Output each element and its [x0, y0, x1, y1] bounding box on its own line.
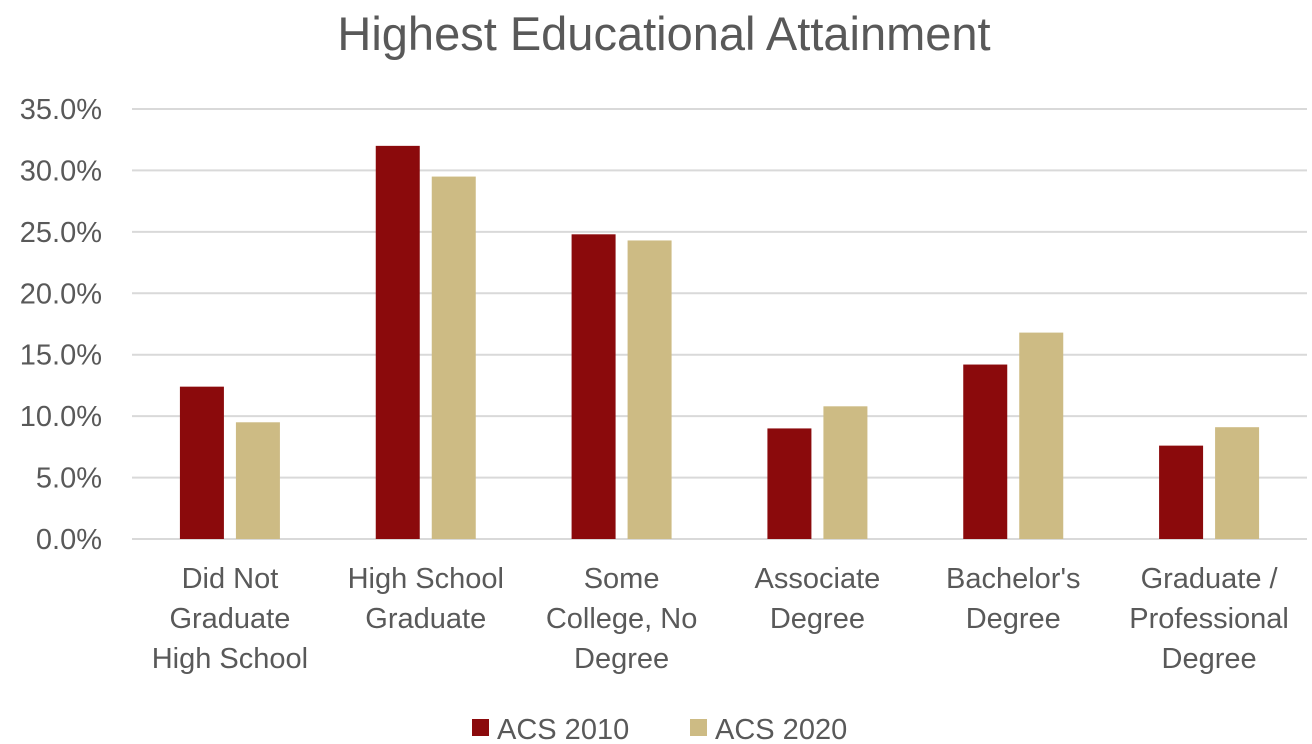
y-tick-label: 20.0% [20, 278, 102, 310]
x-category-label: Did Not Graduate High School [152, 563, 308, 675]
y-tick-label: 15.0% [20, 340, 102, 372]
x-axis-categories: Did Not Graduate High School High School Gra… [152, 563, 1289, 675]
y-tick-label: 5.0% [36, 463, 102, 495]
legend-label: ACS 2020 [715, 714, 847, 744]
legend-label: ACS 2010 [497, 714, 629, 744]
bar-acs-2010 [179, 386, 224, 539]
y-tick-label: 10.0% [20, 401, 102, 433]
y-tick-label: 0.0% [36, 524, 102, 556]
bar-acs-2010 [963, 364, 1008, 539]
bar-acs-2020 [823, 406, 868, 539]
chart-title: Highest Educational Attainment [337, 7, 990, 60]
x-category-label: Associate Degree [755, 563, 881, 635]
x-category-label: High School Graduate [348, 563, 504, 635]
y-tick-label: 30.0% [20, 155, 102, 187]
bar-acs-2020 [1215, 427, 1260, 539]
bar-acs-2020 [1019, 332, 1064, 539]
gridlines [132, 108, 1307, 540]
legend-swatch [690, 719, 707, 736]
bar-acs-2010 [571, 234, 616, 540]
legend: ACS 2010 ACS 2020 [472, 714, 847, 744]
bar-acs-2020 [627, 240, 672, 539]
x-category-label: Bachelor's Degree [946, 563, 1081, 635]
y-axis-ticks: 0.0% 5.0% 10.0% 15.0% 20.0% 25.0% 30.0% 35.0% [20, 94, 102, 556]
bars [179, 145, 1260, 540]
bar-acs-2010 [767, 428, 812, 539]
bar-acs-2020 [431, 176, 476, 540]
bar-acs-2010 [375, 145, 420, 539]
x-category-label: Some College, No Degree [546, 563, 698, 675]
y-tick-label: 35.0% [20, 94, 102, 126]
y-tick-label: 25.0% [20, 217, 102, 249]
bar-acs-2010 [1159, 445, 1204, 539]
x-category-label: Graduate / Professional Degree [1129, 563, 1289, 675]
bar-acs-2020 [235, 422, 280, 539]
legend-swatch [472, 719, 489, 736]
